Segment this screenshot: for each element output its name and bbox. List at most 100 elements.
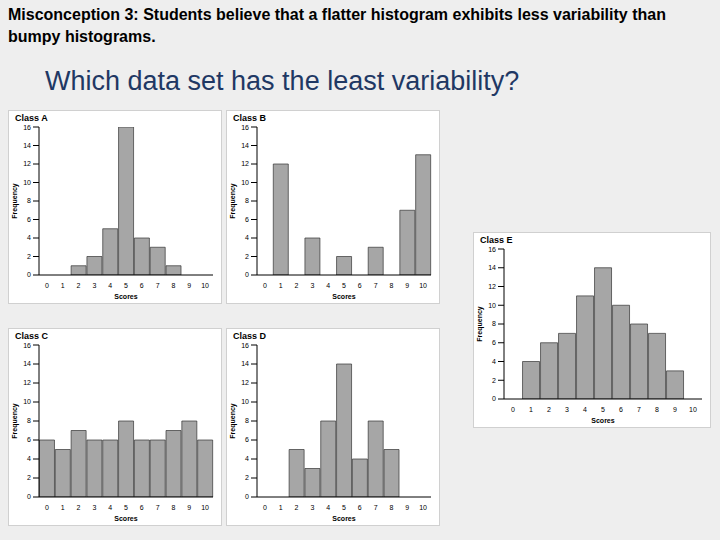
svg-text:6: 6	[358, 282, 362, 289]
svg-text:2: 2	[295, 504, 299, 511]
svg-text:9: 9	[405, 282, 409, 289]
svg-text:16: 16	[23, 343, 31, 348]
svg-text:8: 8	[245, 417, 249, 424]
svg-text:2: 2	[492, 377, 496, 384]
svg-text:14: 14	[241, 360, 249, 367]
svg-text:9: 9	[187, 282, 191, 289]
svg-text:2: 2	[547, 406, 551, 413]
svg-text:2: 2	[77, 282, 81, 289]
svg-text:12: 12	[23, 379, 31, 386]
svg-text:1: 1	[279, 504, 283, 511]
svg-text:Frequency: Frequency	[229, 183, 237, 219]
svg-text:0: 0	[263, 282, 267, 289]
svg-text:5: 5	[342, 504, 346, 511]
svg-text:10: 10	[689, 406, 697, 413]
svg-text:4: 4	[108, 504, 112, 511]
svg-text:14: 14	[488, 264, 496, 271]
svg-text:2: 2	[245, 253, 249, 260]
svg-text:16: 16	[488, 247, 496, 252]
svg-text:1: 1	[529, 406, 533, 413]
svg-text:0: 0	[245, 493, 249, 500]
svg-text:9: 9	[405, 504, 409, 511]
svg-text:5: 5	[601, 406, 605, 413]
svg-text:14: 14	[23, 360, 31, 367]
svg-text:6: 6	[358, 504, 362, 511]
svg-text:12: 12	[23, 160, 31, 167]
svg-text:7: 7	[374, 282, 378, 289]
svg-text:6: 6	[140, 282, 144, 289]
svg-text:12: 12	[241, 160, 249, 167]
svg-text:5: 5	[124, 282, 128, 289]
svg-text:6: 6	[140, 504, 144, 511]
svg-text:9: 9	[673, 406, 677, 413]
svg-text:Frequency: Frequency	[229, 403, 237, 439]
svg-text:10: 10	[241, 398, 249, 405]
svg-text:2: 2	[27, 474, 31, 481]
svg-text:12: 12	[488, 283, 496, 290]
svg-text:4: 4	[326, 504, 330, 511]
svg-text:0: 0	[45, 282, 49, 289]
svg-text:0: 0	[27, 493, 31, 500]
svg-text:Scores: Scores	[332, 515, 355, 522]
svg-text:8: 8	[245, 197, 249, 204]
svg-text:1: 1	[61, 282, 65, 289]
svg-text:7: 7	[374, 504, 378, 511]
svg-text:3: 3	[92, 282, 96, 289]
svg-text:4: 4	[492, 358, 496, 365]
svg-text:6: 6	[492, 339, 496, 346]
svg-text:1: 1	[61, 504, 65, 511]
svg-text:1: 1	[279, 282, 283, 289]
svg-text:7: 7	[156, 504, 160, 511]
svg-text:9: 9	[187, 504, 191, 511]
svg-text:8: 8	[390, 504, 394, 511]
svg-text:14: 14	[241, 142, 249, 149]
svg-text:2: 2	[27, 253, 31, 260]
svg-text:12: 12	[241, 379, 249, 386]
svg-text:8: 8	[172, 504, 176, 511]
svg-text:0: 0	[27, 271, 31, 278]
svg-text:6: 6	[27, 216, 31, 223]
svg-text:4: 4	[326, 282, 330, 289]
svg-text:10: 10	[419, 282, 427, 289]
svg-text:4: 4	[27, 234, 31, 241]
svg-text:Frequency: Frequency	[11, 403, 19, 439]
svg-text:5: 5	[342, 282, 346, 289]
svg-text:4: 4	[27, 455, 31, 462]
svg-text:16: 16	[23, 125, 31, 130]
svg-text:6: 6	[245, 216, 249, 223]
svg-text:4: 4	[108, 282, 112, 289]
svg-text:10: 10	[488, 302, 496, 309]
svg-text:6: 6	[619, 406, 623, 413]
svg-text:2: 2	[245, 474, 249, 481]
svg-text:16: 16	[241, 125, 249, 130]
svg-text:3: 3	[310, 282, 314, 289]
svg-text:4: 4	[583, 406, 587, 413]
svg-text:5: 5	[124, 504, 128, 511]
svg-text:0: 0	[245, 271, 249, 278]
svg-text:10: 10	[23, 179, 31, 186]
svg-text:10: 10	[201, 282, 209, 289]
svg-text:2: 2	[77, 504, 81, 511]
svg-text:0: 0	[511, 406, 515, 413]
svg-text:0: 0	[263, 504, 267, 511]
svg-text:8: 8	[492, 320, 496, 327]
svg-text:Scores: Scores	[591, 417, 614, 424]
svg-text:Frequency: Frequency	[476, 306, 484, 342]
svg-text:3: 3	[310, 504, 314, 511]
svg-text:Scores: Scores	[114, 293, 137, 300]
svg-text:0: 0	[492, 395, 496, 402]
svg-text:7: 7	[637, 406, 641, 413]
svg-text:Scores: Scores	[114, 515, 137, 522]
svg-text:8: 8	[390, 282, 394, 289]
svg-text:8: 8	[655, 406, 659, 413]
svg-text:10: 10	[23, 398, 31, 405]
svg-text:3: 3	[92, 504, 96, 511]
svg-text:10: 10	[241, 179, 249, 186]
svg-text:Scores: Scores	[332, 293, 355, 300]
svg-text:3: 3	[565, 406, 569, 413]
svg-text:10: 10	[201, 504, 209, 511]
svg-text:8: 8	[27, 417, 31, 424]
svg-text:Frequency: Frequency	[11, 183, 19, 219]
svg-text:0: 0	[45, 504, 49, 511]
svg-text:16: 16	[241, 343, 249, 348]
